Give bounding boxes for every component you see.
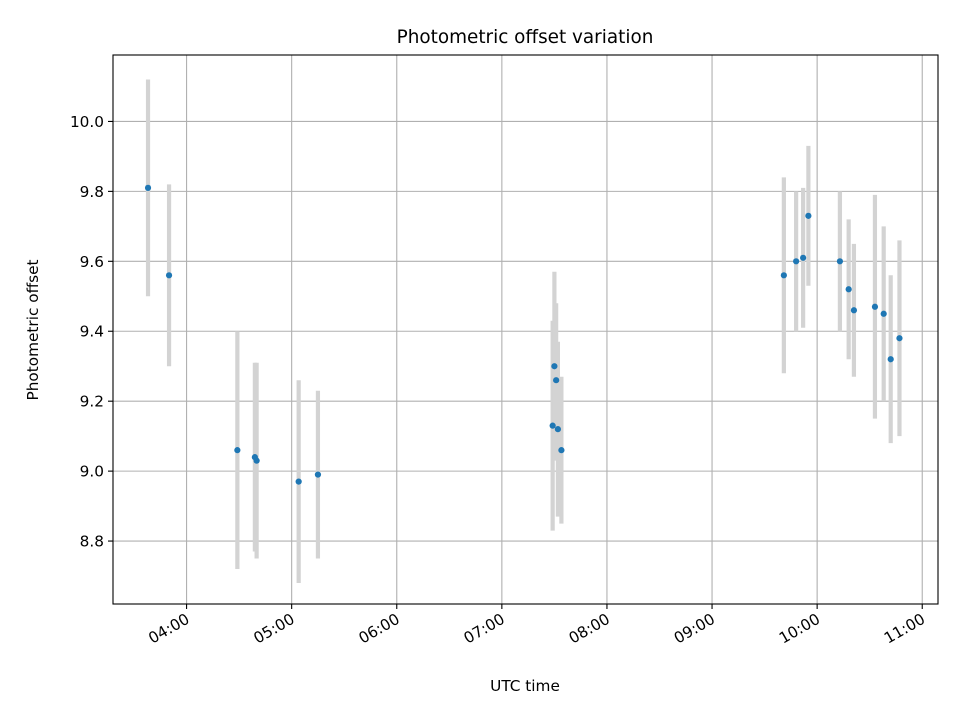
data-point	[845, 286, 852, 293]
data-point	[896, 335, 903, 342]
data-point	[549, 422, 556, 429]
data-point	[253, 457, 260, 464]
data-point	[551, 363, 558, 370]
plot-frame	[112, 54, 939, 605]
data-point	[887, 356, 894, 363]
chart-title: Photometric offset variation	[397, 27, 654, 48]
data-point	[836, 258, 844, 265]
data-point	[805, 212, 812, 219]
y-tick-label: 9.2	[80, 393, 104, 411]
y-tick-label: 8.8	[80, 533, 104, 551]
x-axis-label: UTC time	[490, 677, 560, 695]
y-axis-label: Photometric offset	[24, 259, 42, 400]
point-layer	[144, 184, 903, 485]
data-point	[165, 272, 173, 279]
y-tick-label: 9.8	[80, 183, 104, 201]
data-point	[558, 447, 565, 454]
data-point	[234, 447, 241, 454]
data-point	[295, 478, 302, 485]
data-point	[553, 377, 560, 384]
data-point	[554, 426, 562, 433]
y-axis-ticks: 8.8 9.0 9.2 9.4 9.6 9.8 10.0	[70, 113, 113, 551]
data-point	[780, 272, 787, 279]
grid-layer	[113, 55, 938, 604]
y-tick-label: 10.0	[70, 113, 104, 131]
y-tick-label: 9.4	[80, 323, 104, 341]
data-point	[880, 310, 887, 317]
data-point	[793, 258, 800, 265]
data-point	[800, 254, 807, 261]
data-point	[850, 307, 858, 314]
y-tick-label: 9.6	[80, 253, 104, 271]
data-point	[314, 471, 322, 478]
y-tick-label: 9.0	[80, 463, 104, 481]
data-point	[871, 303, 879, 310]
data-point	[144, 184, 152, 191]
